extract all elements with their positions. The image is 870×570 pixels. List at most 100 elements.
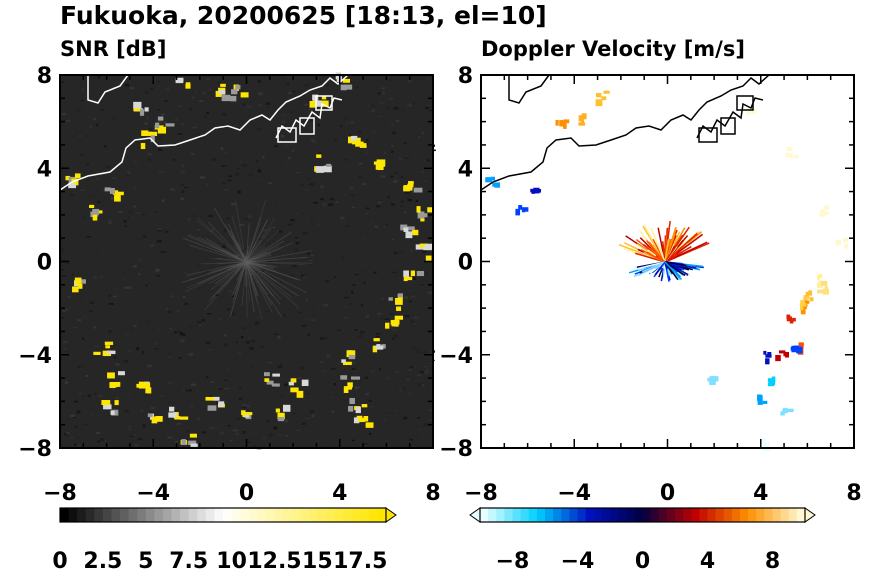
- noise-speck: [162, 249, 166, 252]
- colorbar-bin: [171, 508, 181, 522]
- noise-speck: [156, 240, 162, 243]
- clutter-ray: [245, 261, 277, 272]
- noise-speck: [424, 271, 428, 275]
- noise-speck: [178, 330, 181, 332]
- noise-speck: [366, 212, 369, 215]
- noise-speck: [263, 229, 267, 232]
- velocity-ray-approaching: [661, 261, 666, 268]
- noise-speck: [429, 109, 434, 112]
- noise-speck: [381, 297, 384, 301]
- noise-speck: [124, 333, 130, 337]
- snr-echo-cell: [377, 164, 384, 171]
- clutter-ray: [245, 227, 272, 263]
- clutter-ray: [245, 261, 292, 298]
- clutter-ray: [245, 261, 281, 305]
- noise-speck: [370, 222, 374, 224]
- noise-speck: [375, 332, 381, 335]
- velocity-cell: [792, 317, 796, 322]
- noise-speck: [133, 324, 137, 327]
- colorbar-bin: [561, 508, 570, 522]
- noise-speck: [390, 203, 395, 206]
- clutter-ray: [245, 256, 308, 263]
- noise-speck: [414, 382, 418, 384]
- noise-speck: [334, 253, 338, 256]
- noise-speck: [73, 356, 77, 358]
- noise-speck: [319, 369, 324, 372]
- snr-echo-cell: [372, 345, 378, 353]
- clutter-ray: [213, 207, 247, 263]
- colorbar-bin: [180, 508, 190, 522]
- noise-speck: [310, 119, 316, 122]
- noise-speck: [381, 87, 385, 90]
- colorbar-bin: [520, 508, 530, 522]
- clutter-ray: [245, 261, 269, 273]
- clutter-ray: [204, 261, 247, 311]
- noise-speck: [422, 351, 427, 354]
- snr-echo-cell: [107, 372, 115, 379]
- velocity-cell: [808, 290, 813, 296]
- snr-echo-cell: [342, 78, 351, 83]
- noise-speck: [198, 246, 201, 248]
- noise-speck: [286, 82, 290, 85]
- noise-speck: [75, 233, 79, 237]
- noise-speck: [309, 182, 315, 186]
- noise-speck: [124, 286, 130, 289]
- noise-speck: [247, 336, 251, 339]
- noise-speck: [393, 106, 399, 110]
- noise-speck: [428, 419, 434, 421]
- noise-speck: [158, 170, 164, 174]
- noise-speck: [361, 270, 366, 273]
- noise-speck: [412, 103, 415, 105]
- noise-speck: [61, 249, 64, 253]
- velocity-cell: [809, 297, 814, 302]
- clutter-ray: [245, 261, 248, 317]
- snr-echo-cell: [404, 276, 413, 281]
- noise-speck: [203, 115, 207, 118]
- noise-speck: [97, 76, 101, 79]
- noise-speck: [375, 336, 380, 338]
- snr-echo-cell: [218, 401, 225, 408]
- clutter-ray: [219, 261, 247, 287]
- colorbar-bin: [764, 508, 773, 522]
- noise-speck: [380, 128, 383, 131]
- noise-speck: [253, 179, 257, 181]
- snr-echo-cell: [78, 283, 83, 289]
- colorbar-bin: [528, 508, 538, 522]
- noise-speck: [349, 186, 354, 190]
- noise-speck: [413, 97, 417, 100]
- noise-speck: [345, 225, 350, 227]
- noise-speck: [288, 156, 292, 160]
- noise-speck: [364, 376, 369, 379]
- noise-speck: [232, 294, 236, 298]
- noise-speck: [118, 211, 123, 213]
- noise-speck: [268, 182, 272, 184]
- velocity-cell: [819, 210, 826, 217]
- noise-speck: [77, 366, 81, 368]
- noise-speck: [223, 343, 228, 347]
- noise-speck: [61, 158, 65, 162]
- colorbar-bin: [536, 508, 546, 522]
- noise-speck: [220, 381, 226, 385]
- noise-speck: [122, 360, 126, 363]
- noise-speck: [179, 377, 184, 380]
- y-tick-label: −8: [18, 437, 52, 462]
- noise-speck: [292, 264, 297, 267]
- velocity-ray-approaching: [631, 261, 666, 271]
- x-tick-label: −8: [43, 481, 77, 506]
- noise-speck: [223, 379, 228, 381]
- noise-speck: [400, 176, 404, 179]
- noise-speck: [127, 171, 131, 174]
- clutter-ray: [197, 217, 247, 263]
- noise-speck: [255, 370, 258, 372]
- noise-speck: [242, 263, 246, 267]
- noise-speck: [333, 321, 336, 323]
- clutter-ray: [245, 257, 255, 263]
- noise-speck: [197, 321, 202, 324]
- noise-speck: [124, 83, 129, 87]
- noise-speck: [89, 310, 94, 313]
- noise-speck: [145, 90, 148, 94]
- noise-speck: [391, 337, 395, 340]
- noise-speck: [387, 293, 392, 297]
- noise-speck: [287, 105, 291, 109]
- noise-speck: [180, 170, 186, 174]
